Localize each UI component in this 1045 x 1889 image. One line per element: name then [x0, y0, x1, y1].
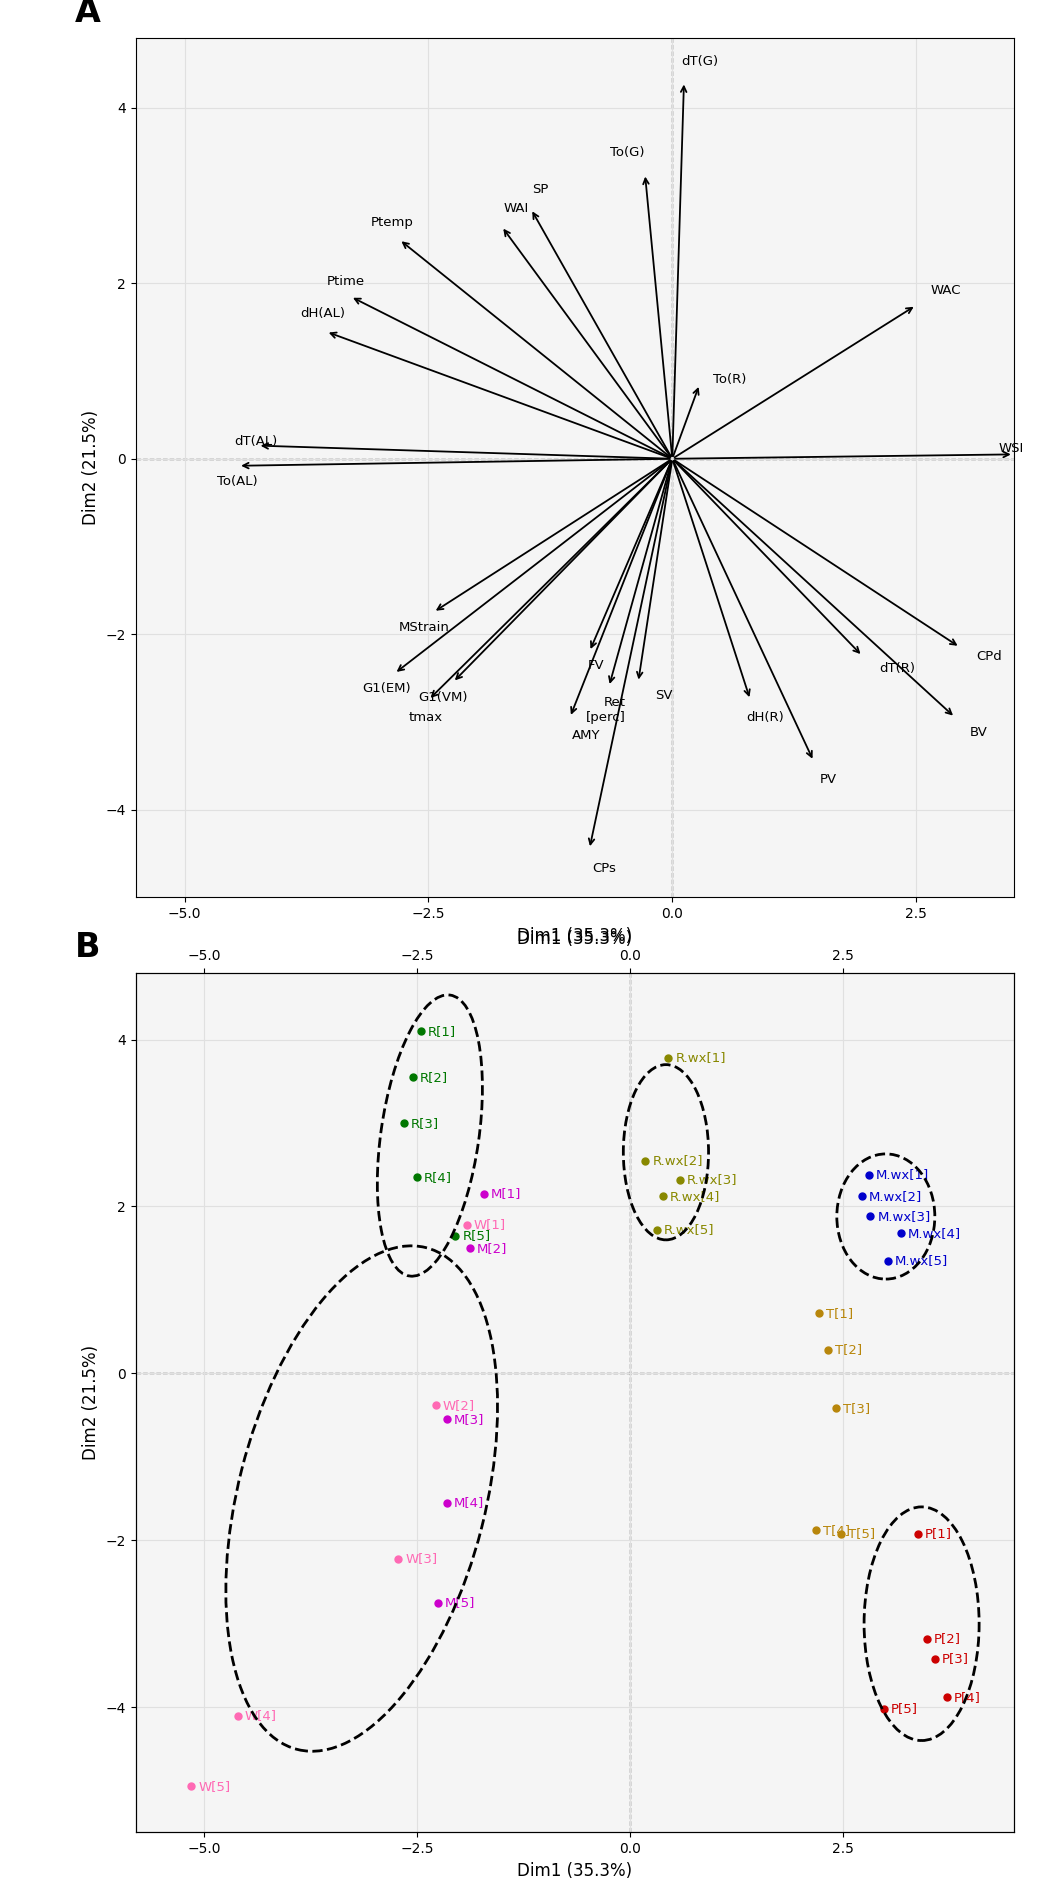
- Text: R[3]: R[3]: [411, 1116, 439, 1130]
- Text: R[1]: R[1]: [428, 1024, 457, 1037]
- Text: WSI: WSI: [999, 442, 1024, 455]
- Text: M[5]: M[5]: [445, 1596, 475, 1609]
- Text: PV: PV: [819, 773, 837, 786]
- Text: P[1]: P[1]: [925, 1526, 952, 1540]
- Text: M.wx[4]: M.wx[4]: [908, 1226, 961, 1239]
- Text: Ptemp: Ptemp: [371, 215, 414, 229]
- Text: B: B: [74, 931, 100, 963]
- Text: W[1]: W[1]: [473, 1218, 506, 1232]
- Text: W[5]: W[5]: [199, 1779, 230, 1793]
- Text: M[3]: M[3]: [454, 1413, 484, 1426]
- Text: Ptime: Ptime: [327, 274, 365, 287]
- Text: R.wx[1]: R.wx[1]: [675, 1052, 726, 1064]
- Text: W[2]: W[2]: [443, 1398, 474, 1411]
- Text: WAC: WAC: [931, 283, 961, 297]
- Text: FV: FV: [587, 659, 604, 672]
- Text: WAI: WAI: [504, 202, 529, 215]
- Text: SV: SV: [655, 689, 672, 701]
- Text: T[4]: T[4]: [822, 1524, 850, 1538]
- Text: W[4]: W[4]: [245, 1710, 277, 1723]
- X-axis label: Dim1 (35.3%): Dim1 (35.3%): [517, 926, 632, 944]
- Text: W[3]: W[3]: [405, 1553, 437, 1566]
- Text: MStrain: MStrain: [399, 621, 450, 635]
- Text: SP: SP: [532, 183, 549, 196]
- Text: R[4]: R[4]: [424, 1171, 451, 1184]
- Text: P[5]: P[5]: [891, 1702, 918, 1715]
- Text: CPd: CPd: [977, 650, 1002, 663]
- Text: M[1]: M[1]: [490, 1188, 520, 1201]
- Text: To(G): To(G): [610, 145, 645, 159]
- Text: M.wx[2]: M.wx[2]: [868, 1190, 922, 1203]
- Text: M.wx[1]: M.wx[1]: [876, 1167, 929, 1181]
- Text: A: A: [74, 0, 100, 28]
- Text: To(R): To(R): [714, 374, 746, 387]
- Text: dH(R): dH(R): [746, 712, 784, 723]
- Text: dH(AL): dH(AL): [301, 308, 346, 319]
- Text: T[2]: T[2]: [835, 1343, 862, 1356]
- Text: R.wx[4]: R.wx[4]: [670, 1190, 720, 1203]
- Text: P[3]: P[3]: [942, 1653, 969, 1666]
- Text: T[5]: T[5]: [849, 1526, 876, 1540]
- Text: G1(EM): G1(EM): [363, 682, 411, 695]
- Text: T[1]: T[1]: [827, 1307, 854, 1320]
- Y-axis label: Dim2 (21.5%): Dim2 (21.5%): [83, 410, 100, 525]
- Text: AMY: AMY: [573, 729, 601, 742]
- Text: T[3]: T[3]: [843, 1402, 870, 1415]
- Text: dT(R): dT(R): [879, 663, 915, 674]
- Text: M[4]: M[4]: [454, 1496, 484, 1509]
- Text: R.wx[5]: R.wx[5]: [665, 1224, 715, 1235]
- Text: Ret
[perc]: Ret [perc]: [585, 695, 626, 723]
- Text: M[2]: M[2]: [477, 1241, 507, 1254]
- Text: R.wx[3]: R.wx[3]: [687, 1173, 737, 1186]
- Text: P[2]: P[2]: [933, 1632, 960, 1645]
- Text: dT(AL): dT(AL): [234, 434, 277, 448]
- Text: R[5]: R[5]: [462, 1230, 490, 1243]
- X-axis label: Dim1 (35.3%): Dim1 (35.3%): [517, 1861, 632, 1880]
- Text: G1(VM): G1(VM): [418, 691, 467, 705]
- Text: R.wx[2]: R.wx[2]: [652, 1154, 703, 1167]
- X-axis label: Dim1 (35.3%): Dim1 (35.3%): [517, 929, 632, 948]
- Text: R[2]: R[2]: [420, 1071, 447, 1084]
- Text: tmax: tmax: [409, 712, 443, 723]
- Text: P[4]: P[4]: [954, 1691, 981, 1704]
- Text: M.wx[3]: M.wx[3]: [878, 1211, 930, 1222]
- Y-axis label: Dim2 (21.5%): Dim2 (21.5%): [83, 1345, 100, 1460]
- Text: M.wx[5]: M.wx[5]: [895, 1254, 948, 1268]
- Text: To(AL): To(AL): [217, 474, 258, 487]
- Text: BV: BV: [970, 725, 988, 739]
- Text: CPs: CPs: [593, 861, 616, 875]
- Text: dT(G): dT(G): [681, 55, 718, 68]
